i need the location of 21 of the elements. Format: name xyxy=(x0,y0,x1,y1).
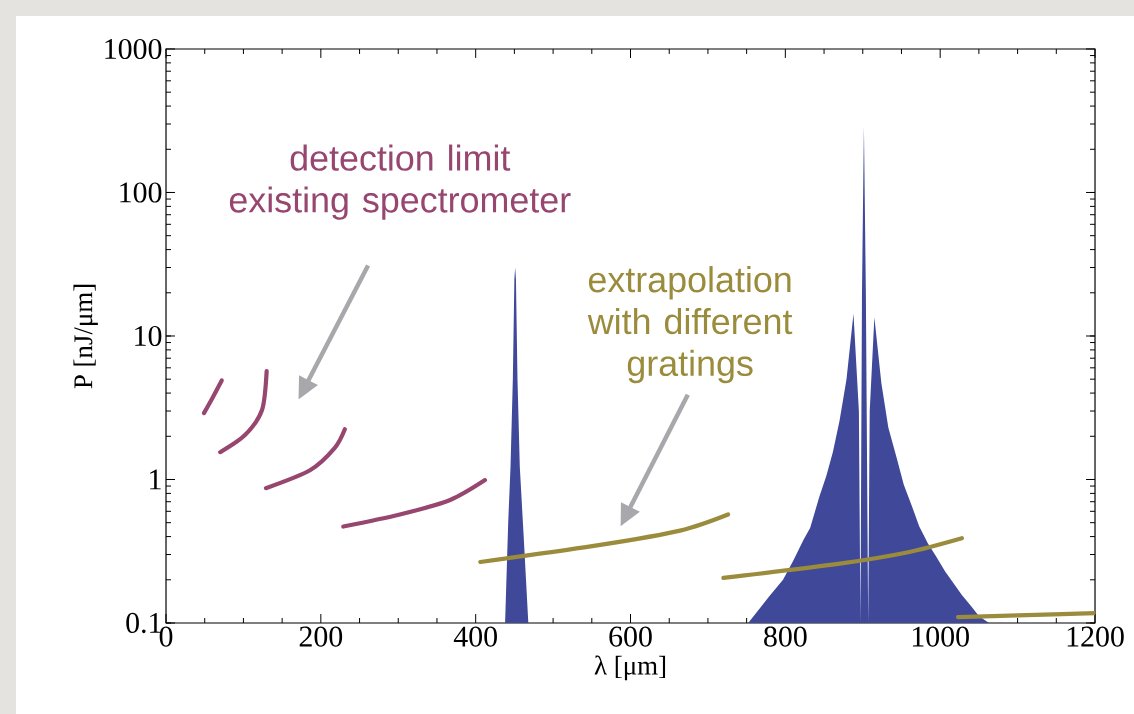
line-series xyxy=(341,478,488,529)
x-tick-label: 1200 xyxy=(1067,626,1124,647)
y-axis-title: P [nJ/μm] xyxy=(73,284,98,389)
line-series xyxy=(218,368,269,455)
annotation: extrapolation with different gratings xyxy=(587,266,793,384)
line-series xyxy=(478,512,731,565)
y-tick-label: 1 xyxy=(150,469,161,490)
annotation: detection limit existing spectrometer xyxy=(229,144,571,220)
line-series xyxy=(263,427,347,491)
x-tick-label: 1000 xyxy=(912,626,969,647)
x-tick-label: 600 xyxy=(609,626,652,647)
x-tick-label: 200 xyxy=(299,626,343,647)
y-tick-label: 10 xyxy=(135,325,162,347)
x-tick-label: 400 xyxy=(453,626,497,647)
y-tick-label: 0.1 xyxy=(126,612,161,634)
y-tick-label: 1000 xyxy=(105,38,162,60)
line-series xyxy=(721,536,964,581)
x-tick-label: 800 xyxy=(764,626,807,647)
x-axis-title: λ [μm] xyxy=(594,655,666,681)
y-tick-label: 100 xyxy=(120,182,162,203)
x-tick-label: 0 xyxy=(159,626,173,647)
